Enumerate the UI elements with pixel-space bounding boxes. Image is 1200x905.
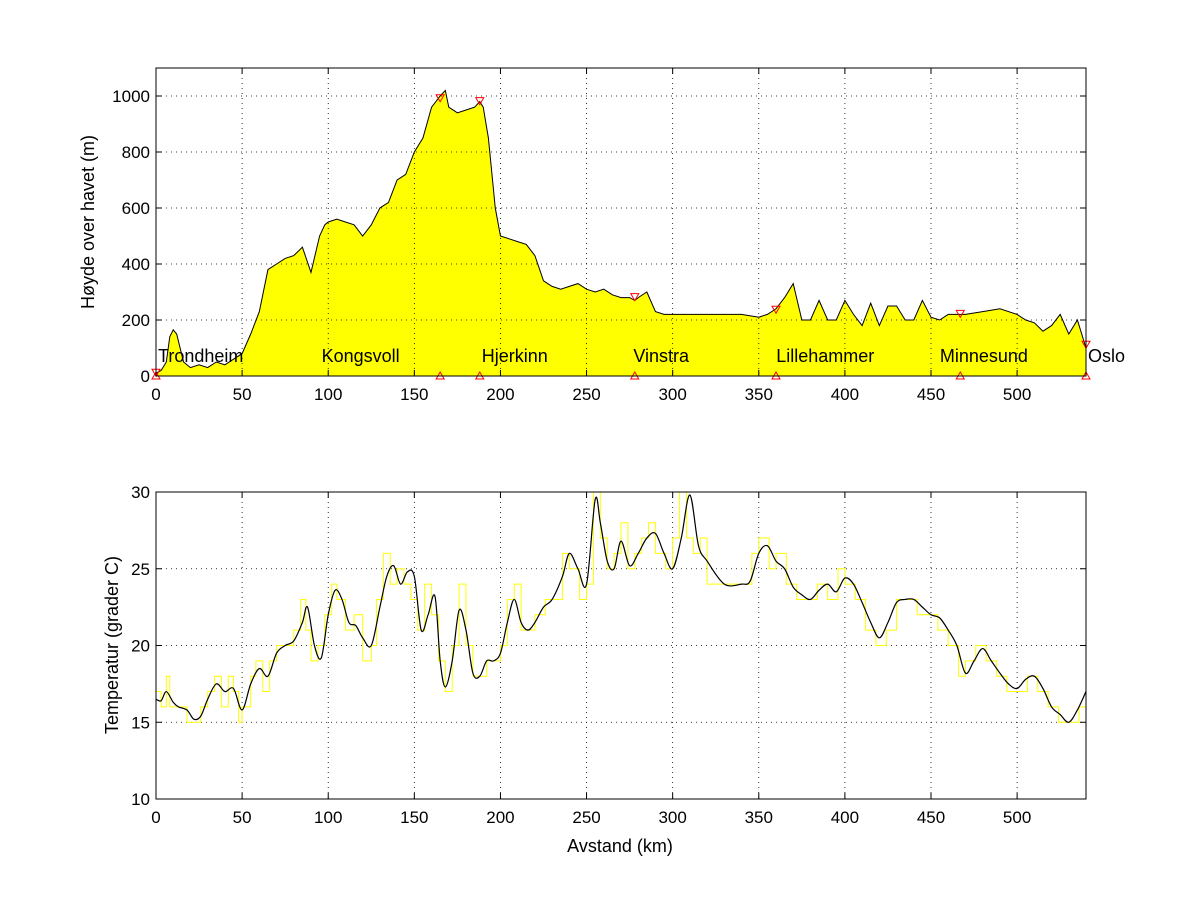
station-label: Kongsvoll bbox=[322, 346, 400, 366]
temp-xtick-label: 400 bbox=[831, 808, 859, 827]
elevation-axes: 0 50 100 150 200 250 300 350 400 450 500 0 200 400 600… bbox=[78, 67, 1125, 404]
temp-xtick-label: 500 bbox=[1003, 808, 1031, 827]
temp-ytick-label: 25 bbox=[131, 560, 150, 579]
station-label: Minnesund bbox=[940, 346, 1028, 366]
elevation-line bbox=[155, 89, 1087, 374]
temp-xtick-label: 150 bbox=[400, 808, 428, 827]
elev-ytick-label: 0 bbox=[141, 367, 150, 386]
elev-xtick-label: 350 bbox=[745, 385, 773, 404]
elev-xtick-label: 200 bbox=[486, 385, 514, 404]
station-marker-top bbox=[955, 309, 966, 319]
station-marker-top bbox=[435, 94, 446, 103]
temperature-frame bbox=[155, 491, 1087, 800]
elev-xtick-label: 150 bbox=[400, 385, 428, 404]
elev-xtick-label: 300 bbox=[658, 385, 686, 404]
elev-xtick-label: 50 bbox=[233, 385, 252, 404]
temp-xtick-label: 300 bbox=[658, 808, 686, 827]
station-label: Lillehammer bbox=[776, 346, 874, 366]
temp-xtick-label: 450 bbox=[917, 808, 945, 827]
temperature-axes: 0 50 100 150 200 250 300 350 400 450 500 10 15 20 25 30… bbox=[102, 483, 1087, 856]
elev-ytick-label: 200 bbox=[122, 311, 150, 330]
temp-xtick-label: 200 bbox=[486, 808, 514, 827]
temp-xtick-label: 250 bbox=[572, 808, 600, 827]
station-label: Vinstra bbox=[633, 346, 690, 366]
temperature-ylabel: Temperatur (grader C) bbox=[102, 556, 122, 734]
temp-xtick-label: 350 bbox=[745, 808, 773, 827]
elev-xtick-label: 400 bbox=[831, 385, 859, 404]
elev-xtick-label: 250 bbox=[572, 385, 600, 404]
distance-xlabel: Avstand (km) bbox=[567, 836, 673, 856]
station-label: Oslo bbox=[1088, 346, 1125, 366]
temp-ytick-label: 15 bbox=[131, 713, 150, 732]
station-marker-top bbox=[629, 293, 640, 302]
station-marker-top bbox=[771, 305, 781, 315]
elev-xtick-label: 450 bbox=[917, 385, 945, 404]
elev-ytick-label: 400 bbox=[122, 255, 150, 274]
elev-xtick-label: 100 bbox=[314, 385, 342, 404]
station-label: Trondheim bbox=[158, 346, 243, 366]
elev-ytick-label: 600 bbox=[122, 199, 150, 218]
temp-ytick-label: 10 bbox=[131, 790, 150, 809]
temp-ytick-label: 20 bbox=[131, 637, 150, 656]
station-marker-top bbox=[474, 97, 485, 106]
temp-xtick-label: 100 bbox=[314, 808, 342, 827]
temp-ytick-label: 30 bbox=[131, 483, 150, 502]
elevation-frame bbox=[155, 67, 1087, 377]
elevation-ylabel: Høyde over havet (m) bbox=[78, 135, 98, 309]
temp-xtick-label: 50 bbox=[233, 808, 252, 827]
elev-ytick-label: 1000 bbox=[112, 87, 150, 106]
elev-ytick-label: 800 bbox=[122, 143, 150, 162]
temperature-smooth-line bbox=[155, 494, 1087, 723]
elevation-area bbox=[156, 90, 1086, 377]
elev-xtick-label: 500 bbox=[1003, 385, 1031, 404]
elev-xtick-label: 0 bbox=[151, 385, 160, 404]
station-label: Hjerkinn bbox=[482, 346, 548, 366]
temp-xtick-label: 0 bbox=[151, 808, 160, 827]
